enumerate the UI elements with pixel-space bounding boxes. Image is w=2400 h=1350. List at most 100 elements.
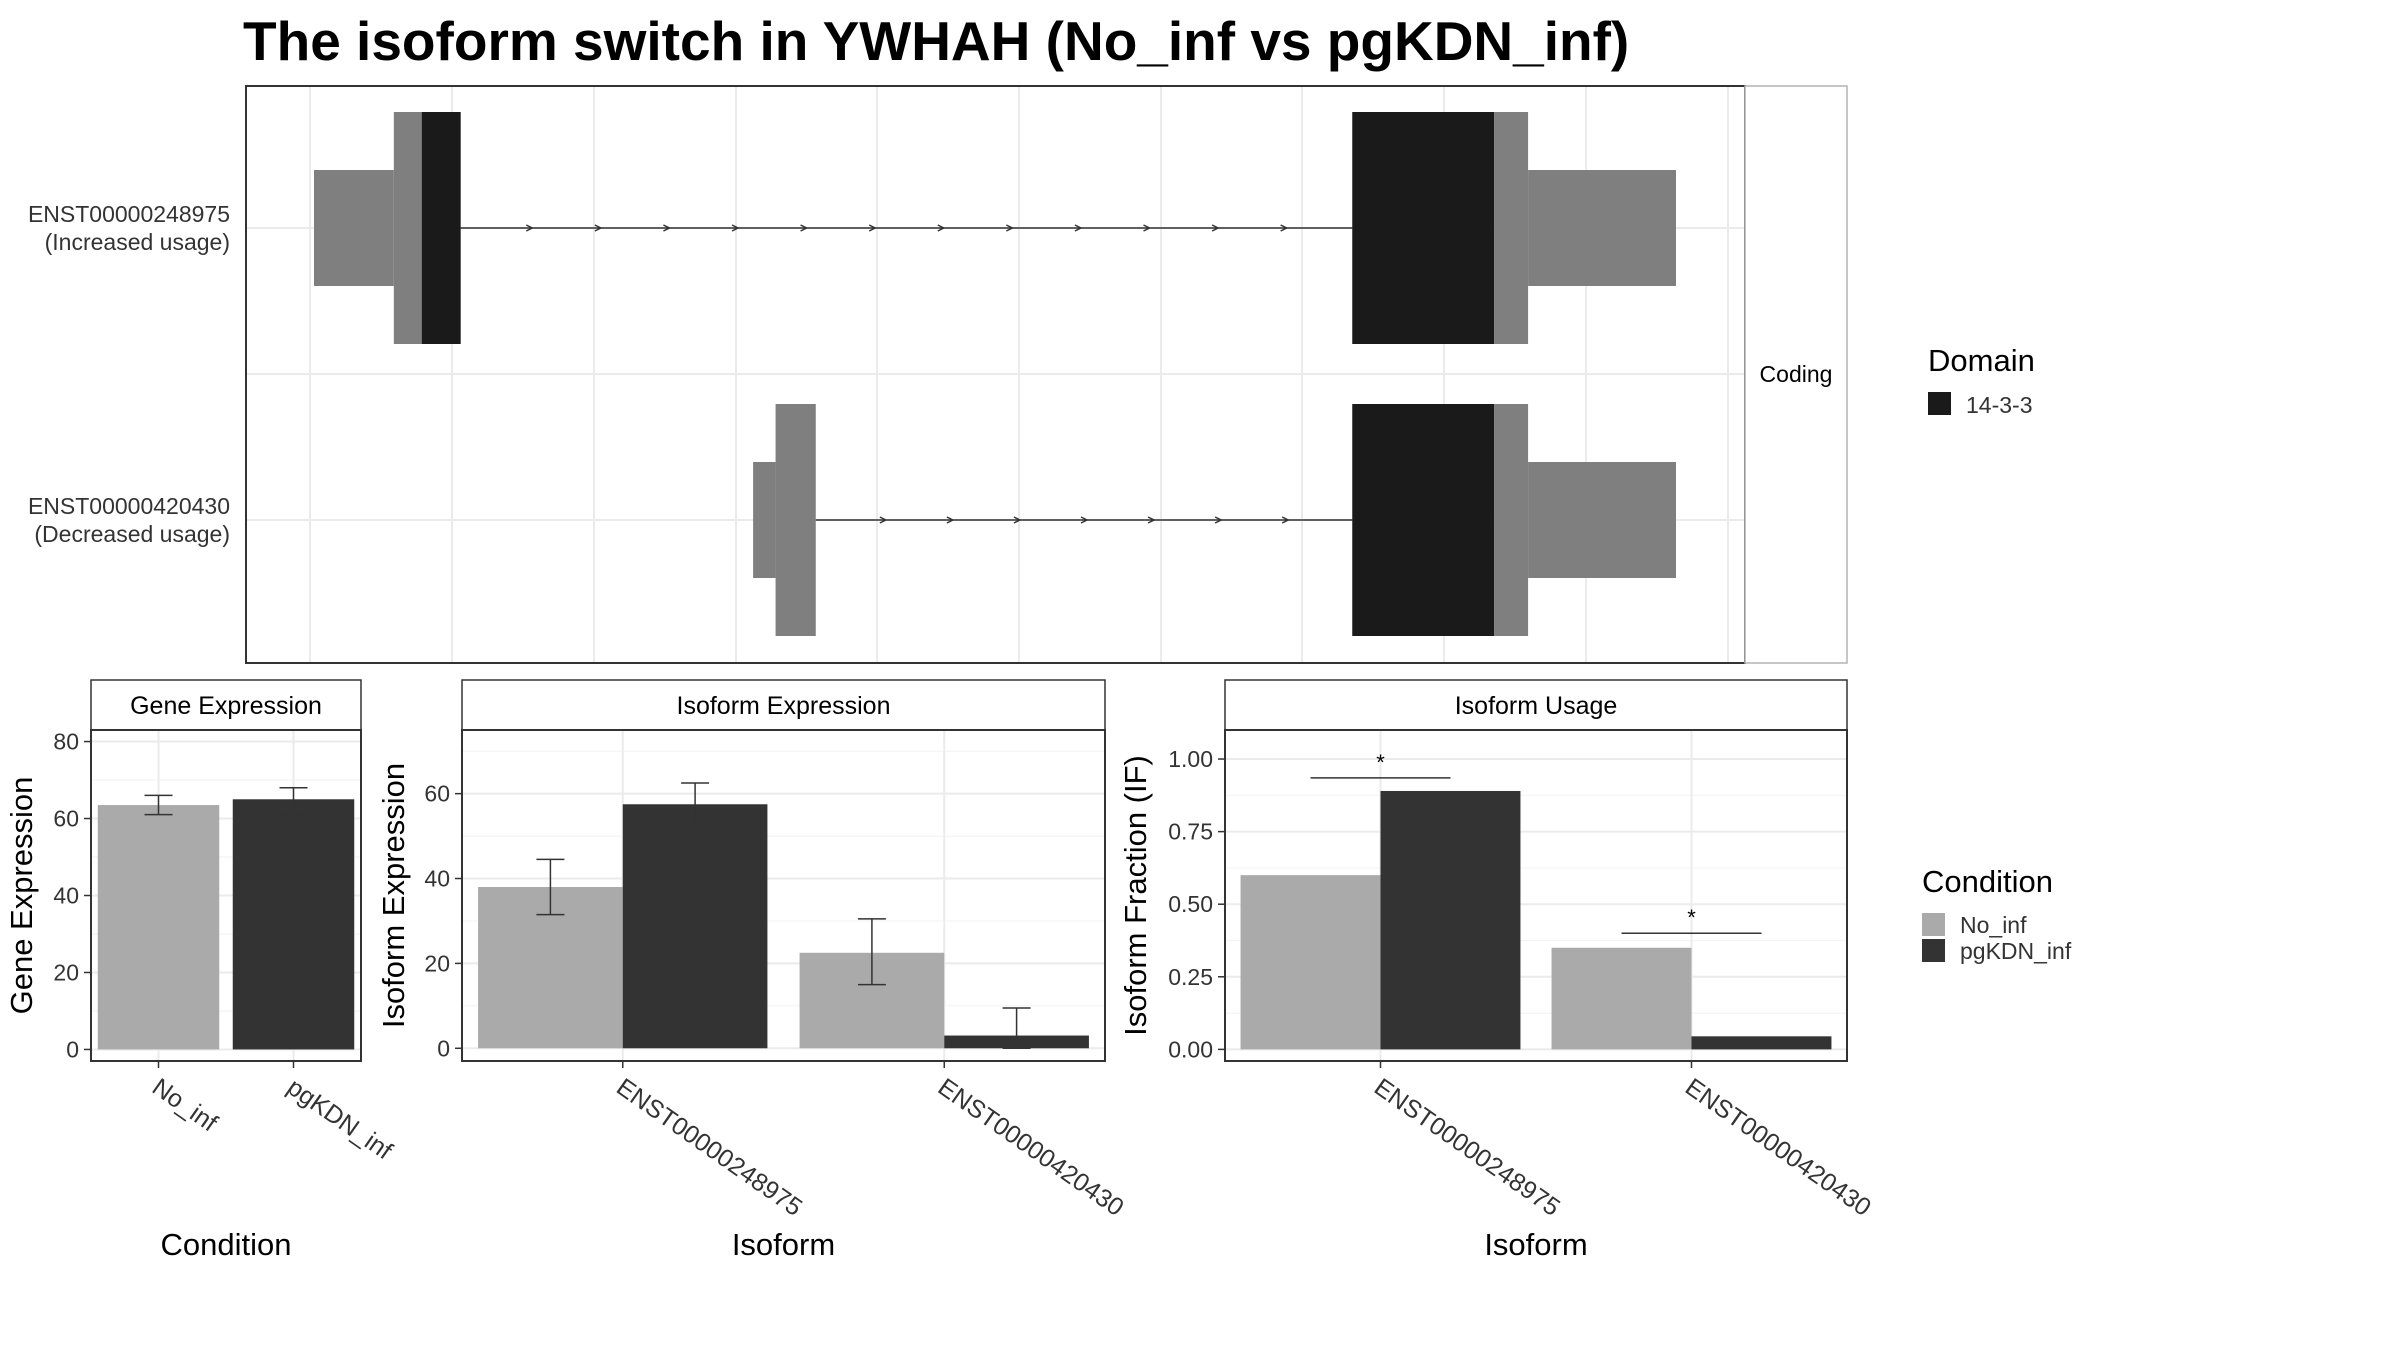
y-axis-title: Isoform Fraction (IF): [1118, 755, 1153, 1036]
y-tick-label: 0.50: [1168, 891, 1213, 917]
y-axis-title: Gene Expression: [4, 777, 39, 1015]
cds-block: [775, 404, 816, 636]
legend-label-condition: pgKDN_inf: [1960, 938, 2072, 964]
significance-star: *: [1376, 750, 1385, 775]
plot-border: [461, 729, 1106, 1062]
bar-pgKDN_inf-ENST00000420430: [1691, 1036, 1832, 1050]
facet-label: Isoform Usage: [1455, 692, 1618, 720]
intron-arrow: [1214, 516, 1223, 524]
x-tick-label: ENST00000420430: [933, 1073, 1129, 1222]
y-tick-label: 20: [424, 950, 450, 976]
intron-arrow: [1280, 224, 1289, 232]
y-tick-label: 60: [53, 806, 79, 832]
intron-arrow: [946, 516, 955, 524]
intron-arrow: [1281, 516, 1290, 524]
y-tick-label: 0.00: [1168, 1036, 1213, 1062]
facet-label: Isoform Expression: [677, 692, 891, 720]
intron-arrow: [525, 224, 534, 232]
y-tick-label: 1.00: [1168, 746, 1213, 772]
x-axis-title: Isoform: [1484, 1227, 1587, 1262]
cds-block: [1494, 112, 1529, 344]
y-tick-label: 40: [53, 883, 79, 909]
bar-pgKDN_inf-ENST00000248975: [622, 804, 768, 1049]
bar-No_inf-ENST00000420430: [1551, 947, 1692, 1050]
y-tick-label: 40: [424, 866, 450, 892]
transcript-structure-panel: ENST00000248975(Increased usage) ENST0000…: [28, 85, 1848, 664]
transcript-label: ENST00000248975: [28, 201, 230, 227]
x-tick-label: ENST00000248975: [1369, 1073, 1565, 1222]
bar-No_inf-ENST00000248975: [1240, 875, 1381, 1050]
intron-arrow: [1013, 516, 1022, 524]
y-tick-label: 60: [424, 781, 450, 807]
error-bar: [857, 918, 886, 986]
intron-arrow: [1147, 516, 1156, 524]
legend-label-condition: No_inf: [1960, 912, 2027, 938]
facet-label: Gene Expression: [130, 692, 322, 720]
bar-pgKDN_inf-ENST00000248975: [1380, 790, 1521, 1050]
y-tick-label: 20: [53, 959, 79, 985]
significance-star: *: [1687, 905, 1696, 930]
facet-strip: [90, 679, 362, 731]
utr-block: [314, 170, 394, 286]
bar-pgKDN_inf: [232, 799, 355, 1050]
domain-block: [421, 112, 461, 344]
x-axis-title: Condition: [161, 1227, 292, 1262]
gene-expression-panel: Gene Expression 0 20 40 60 80 No_inf pgKDN_inf C…: [4, 679, 397, 1262]
isoform-usage-panel: Isoform Usage * * 0.00 0.25 0.50 0.75 1.00 ENST0…: [1118, 679, 1876, 1262]
intron-arrow: [1074, 224, 1083, 232]
legend-title-domain: Domain: [1928, 343, 2035, 378]
facet-strip: [1224, 679, 1848, 731]
intron-arrow: [937, 224, 946, 232]
intron-arrow: [868, 224, 877, 232]
bar-No_inf: [97, 805, 220, 1050]
legend-label-domain: 14-3-3: [1966, 392, 2032, 418]
intron-arrow: [800, 224, 809, 232]
transcript-usage-label: (Decreased usage): [34, 521, 230, 547]
figure-title: The isoform switch in YWHAH (No_inf vs p…: [243, 10, 1629, 72]
error-bar: [279, 786, 308, 816]
cds-block: [393, 112, 422, 344]
error-bar: [144, 794, 173, 816]
intron-arrow: [1006, 224, 1015, 232]
y-tick-label: 0.25: [1168, 964, 1213, 990]
transcript-usage-label: (Increased usage): [45, 229, 230, 255]
utr-block: [1528, 462, 1676, 578]
y-tick-label: 0: [66, 1036, 79, 1062]
x-tick-label: No_inf: [147, 1073, 222, 1137]
x-tick-label: ENST00000420430: [1680, 1073, 1876, 1222]
legend-swatch-domain: [1928, 392, 1951, 415]
facet-label-coding: Coding: [1760, 361, 1833, 387]
intron-arrow: [1080, 516, 1089, 524]
domain-block: [1352, 112, 1495, 344]
utr-block: [753, 462, 776, 578]
facet-strip: [461, 679, 1106, 731]
plot-border: [1224, 729, 1848, 1062]
error-bar: [536, 858, 565, 916]
y-axis-title: Isoform Expression: [376, 763, 411, 1028]
domain-block: [1352, 404, 1495, 636]
x-tick-label: pgKDN_inf: [282, 1073, 397, 1165]
transcript-ENST00000420430: [753, 404, 1676, 636]
intron-arrow: [879, 516, 888, 524]
y-tick-label: 0: [437, 1035, 450, 1061]
intron-arrow: [1211, 224, 1220, 232]
y-tick-label: 80: [53, 729, 79, 755]
isoform-expression-panel: Isoform Expression 0 20 40 60 ENST00000248975…: [376, 679, 1129, 1262]
legend-title-condition: Condition: [1922, 864, 2053, 899]
facet-strip-coding: [1744, 85, 1848, 664]
error-bar: [1002, 1007, 1031, 1050]
transcript-label: ENST00000420430: [28, 493, 230, 519]
y-tick-label: 0.75: [1168, 819, 1213, 845]
transcript-ENST00000248975: [314, 112, 1676, 344]
intron-arrow: [594, 224, 603, 232]
error-bar: [681, 782, 710, 825]
utr-block: [1528, 170, 1676, 286]
intron-arrow: [1143, 224, 1152, 232]
intron-arrow: [731, 224, 740, 232]
legend-swatch-condition: [1922, 939, 1945, 962]
cds-block: [1494, 404, 1529, 636]
x-tick-label: ENST00000248975: [611, 1073, 807, 1222]
legend-swatch-condition: [1922, 913, 1945, 936]
